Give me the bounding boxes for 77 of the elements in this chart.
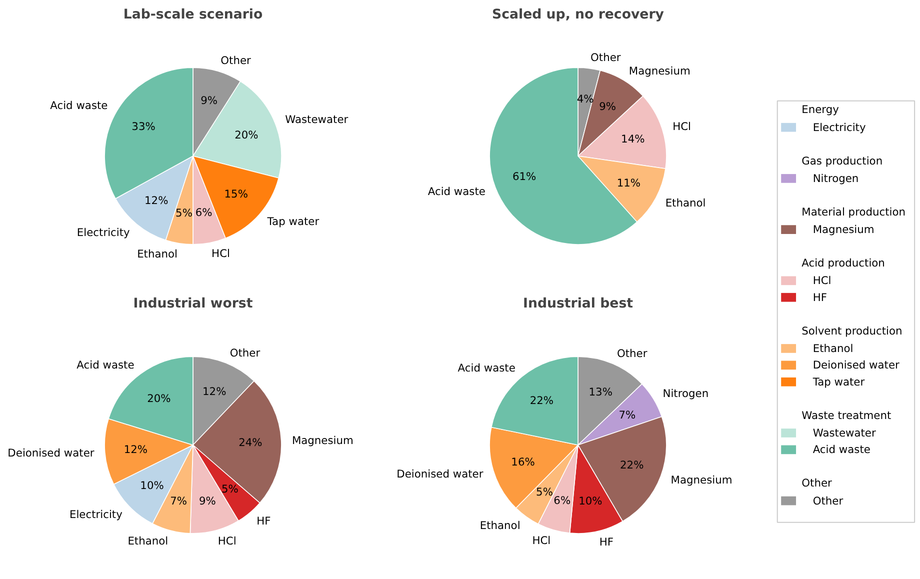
- slice-label: Deionised water: [396, 467, 484, 480]
- data-label: 11%: [616, 176, 641, 190]
- slice-label: Ethanol: [137, 248, 178, 261]
- slice-label: Magnesium: [628, 64, 690, 78]
- slice-label: Other: [590, 51, 622, 64]
- slice-label: Other: [616, 347, 648, 360]
- slice-label: Other: [220, 54, 252, 68]
- data-label: 10%: [140, 478, 164, 492]
- data-label: 6%: [195, 206, 212, 220]
- data-label: 9%: [200, 94, 218, 108]
- legend-label: Electricity: [812, 120, 866, 134]
- data-label: 9%: [599, 100, 616, 114]
- data-label: 22%: [620, 458, 644, 472]
- data-label: 12%: [124, 443, 148, 456]
- data-label: 33%: [132, 120, 156, 134]
- data-label: 20%: [234, 128, 258, 142]
- text: Other: [802, 476, 833, 490]
- slice-label: Magnesium: [292, 434, 354, 447]
- slice-label: Acid waste: [428, 184, 486, 198]
- legend-label: Tap water: [812, 375, 866, 388]
- text: Solvent production: [802, 324, 902, 338]
- data-label: 14%: [621, 132, 645, 146]
- data-label: 13%: [588, 386, 612, 399]
- chart-title: Scaled up, no recovery: [492, 8, 664, 22]
- slice-label: Electricity: [76, 226, 130, 239]
- data-label: 10%: [578, 494, 602, 508]
- slice-label: Tap water: [266, 215, 320, 228]
- data-label: 7%: [618, 408, 636, 422]
- data-label: 5%: [536, 485, 553, 498]
- slice-label: Magnesium: [670, 473, 732, 486]
- slice-label: Ethanol: [665, 196, 706, 210]
- data-label: 12%: [202, 385, 226, 398]
- slice-label: Other: [230, 346, 261, 360]
- data-label: 12%: [144, 194, 168, 207]
- legend-label: Acid waste: [812, 443, 870, 456]
- data-label: 22%: [530, 394, 554, 407]
- slice-label: HCl: [212, 246, 230, 260]
- slice-label: Deionised water: [8, 446, 95, 460]
- slice-label: Acid waste: [76, 358, 134, 372]
- data-label: 61%: [512, 170, 536, 184]
- chart-title: Lab-scale scenario: [123, 8, 263, 22]
- data-label: 20%: [147, 392, 171, 406]
- slice-label: HF: [256, 514, 271, 528]
- slice-label: Ethanol: [128, 534, 168, 548]
- legend-label: Ethanol: [812, 342, 854, 355]
- slice-label: Acid waste: [50, 98, 108, 112]
- slice-label: Ethanol: [480, 519, 520, 532]
- data-label: 15%: [224, 188, 248, 201]
- legend-label: Deionised water: [812, 358, 900, 372]
- text: Gas production: [802, 154, 883, 168]
- legend-label: Nitrogen: [812, 172, 859, 185]
- data-label: 9%: [198, 494, 216, 508]
- legend-label: Other: [812, 494, 844, 508]
- data-label: 6%: [554, 494, 571, 507]
- slice-label: HF: [599, 535, 614, 548]
- data-label: 5%: [176, 206, 192, 220]
- slice-label: HCl: [218, 534, 236, 548]
- data-label: 5%: [222, 482, 238, 496]
- chart-title: Industrial best: [522, 296, 634, 312]
- slice-label: HCl: [672, 120, 692, 134]
- slice-label: Wastewater: [285, 112, 349, 126]
- slice-label: Nitrogen: [662, 387, 709, 400]
- legend-label: HF: [812, 290, 827, 304]
- data-label: 24%: [238, 436, 262, 449]
- data-label: 7%: [170, 494, 188, 508]
- text: Material production: [802, 205, 906, 218]
- legend-label: Magnesium: [812, 223, 874, 236]
- slice-label: Acid waste: [458, 362, 516, 375]
- chart-title: Industrial worst: [133, 296, 254, 312]
- text: Acid production: [802, 256, 885, 270]
- legend-label: HCl: [812, 274, 832, 288]
- legend-label: Wastewater: [812, 426, 876, 440]
- slice-label: HCl: [532, 534, 551, 547]
- slice-label: Electricity: [69, 508, 122, 522]
- text: Waste treatment: [802, 408, 892, 422]
- text: Energy: [802, 103, 839, 116]
- data-label: 16%: [511, 455, 535, 468]
